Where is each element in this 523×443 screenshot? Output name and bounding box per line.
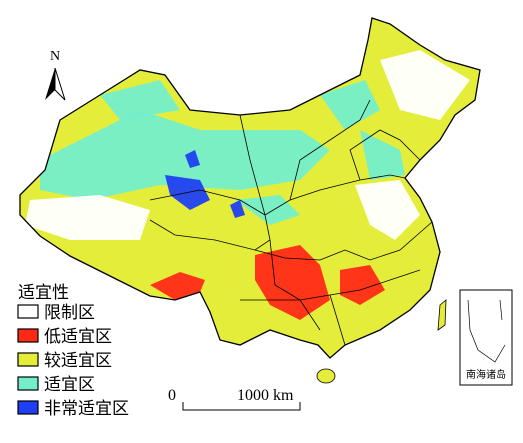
legend-label: 适宜区 <box>44 375 95 394</box>
legend-swatch <box>17 352 39 367</box>
legend-swatch <box>17 304 39 319</box>
legend-title: 适宜性 <box>18 283 69 302</box>
province-borders <box>149 99 433 346</box>
arrow-left <box>45 68 55 100</box>
scale-start: 0 <box>168 387 176 404</box>
legend-label: 限制区 <box>44 303 95 322</box>
legend-label: 非常适宜区 <box>44 399 129 418</box>
inset: 南海诸岛 <box>459 289 513 386</box>
suitability-patch <box>380 50 470 120</box>
north-label: N <box>50 49 60 64</box>
scale-end: 1000 km <box>237 387 294 404</box>
inset-islands <box>467 299 506 363</box>
suitability-patch <box>25 195 150 240</box>
arrow-right <box>54 67 66 101</box>
suitability-patch <box>360 130 405 180</box>
suitability-patch <box>320 80 380 130</box>
legend-swatch <box>17 328 39 343</box>
suitability-patch <box>355 180 420 240</box>
suitability-patch <box>150 272 205 300</box>
north-arrow: N <box>45 49 66 101</box>
suitability-patch <box>185 150 200 168</box>
suitability-patch <box>340 265 385 305</box>
legend-swatch <box>17 400 39 415</box>
scale-bar: 0 1000 km <box>168 387 301 411</box>
legend-label: 较适宜区 <box>44 351 112 370</box>
inset-frame <box>459 289 513 386</box>
taiwan <box>437 299 447 331</box>
country-outline <box>19 17 481 359</box>
legend-swatch <box>17 376 39 391</box>
hainan <box>316 368 336 384</box>
suitability-patch <box>255 245 330 320</box>
inset-label: 南海诸岛 <box>466 368 506 381</box>
suitability-patch <box>230 200 245 218</box>
suitability-patch <box>100 80 180 120</box>
suitability-patch <box>235 195 300 225</box>
legend-label: 低适宜区 <box>44 327 112 346</box>
scale-line <box>182 402 301 411</box>
